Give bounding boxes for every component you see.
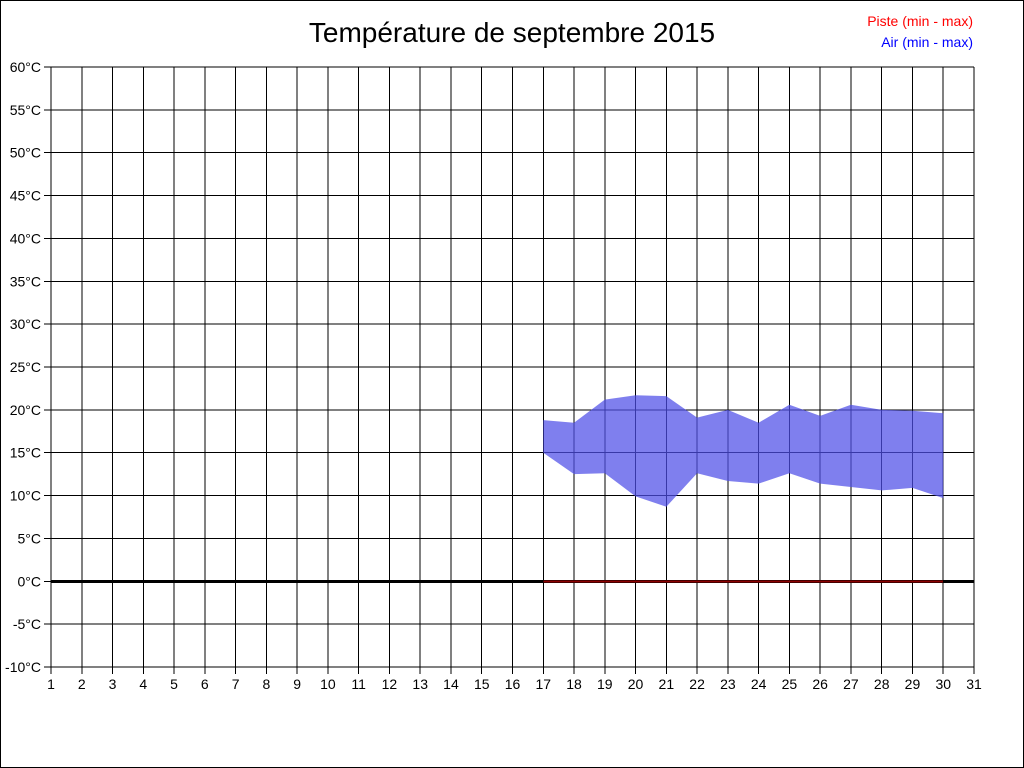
x-tick-label: 5: [170, 676, 178, 692]
x-tick-label: 3: [109, 676, 117, 692]
x-tick-label: 9: [293, 676, 301, 692]
y-tick-label: 5°C: [18, 530, 42, 546]
x-tick-label: 1: [47, 676, 55, 692]
x-tick-label: 2: [78, 676, 86, 692]
legend-item-piste: Piste (min - max): [867, 13, 973, 29]
x-tick-label: 11: [351, 676, 366, 692]
x-tick-label: 29: [905, 676, 921, 692]
x-tick-label: 17: [535, 676, 551, 692]
x-tick-label: 16: [505, 676, 521, 692]
chart-legend: Piste (min - max) Air (min - max): [867, 11, 973, 53]
x-tick-label: 28: [874, 676, 890, 692]
x-tick-label: 27: [843, 676, 859, 692]
y-tick-label: 60°C: [10, 59, 41, 75]
chart-title: Température de septembre 2015: [308, 17, 716, 48]
x-tick-label: 8: [262, 676, 270, 692]
y-tick-label: 25°C: [10, 359, 41, 375]
y-tick-label: 55°C: [10, 102, 41, 118]
x-tick-label: 31: [966, 676, 982, 692]
x-tick-label: 26: [812, 676, 828, 692]
y-tick-label: 45°C: [10, 188, 41, 204]
air-min-max-band: [543, 395, 944, 507]
x-tick-label: 6: [201, 676, 209, 692]
y-tick-label: 10°C: [10, 488, 41, 504]
x-tick-label: 4: [139, 676, 147, 692]
x-tick-label: 15: [474, 676, 490, 692]
y-tick-label: 50°C: [10, 145, 41, 161]
y-tick-label: 40°C: [10, 230, 41, 246]
legend-item-air: Air (min - max): [881, 34, 973, 50]
x-tick-label: 24: [751, 676, 767, 692]
x-tick-label: 23: [720, 676, 736, 692]
x-tick-label: 22: [689, 676, 705, 692]
x-tick-label: 13: [412, 676, 428, 692]
x-tick-label: 18: [566, 676, 582, 692]
y-tick-label: 20°C: [10, 402, 41, 418]
x-tick-label: 7: [232, 676, 240, 692]
x-tick-label: 20: [628, 676, 644, 692]
y-tick-label: 15°C: [10, 445, 41, 461]
x-axis-labels: 1 2 3 4 5 6 7 8 9 10 11 12 13 14 15 16 17 18 19 20 21 22 23 24 2…: [47, 676, 982, 692]
y-axis-labels: 60°C 55°C 50°C 45°C 40°C 35°C 30°C 25°C 20°C 15°C…: [5, 59, 41, 675]
y-tick-label: -10°C: [5, 659, 41, 675]
y-tick-label: 30°C: [10, 316, 41, 332]
grid: [44, 66, 975, 674]
x-tick-label: 30: [935, 676, 951, 692]
x-tick-label: 21: [659, 676, 675, 692]
x-tick-label: 12: [382, 676, 398, 692]
x-tick-label: 10: [320, 676, 336, 692]
y-tick-label: 35°C: [10, 273, 41, 289]
x-tick-label: 14: [443, 676, 459, 692]
y-tick-label: -5°C: [13, 616, 41, 632]
x-tick-label: 19: [597, 676, 613, 692]
y-tick-label: 0°C: [18, 573, 42, 589]
x-tick-label: 25: [782, 676, 798, 692]
